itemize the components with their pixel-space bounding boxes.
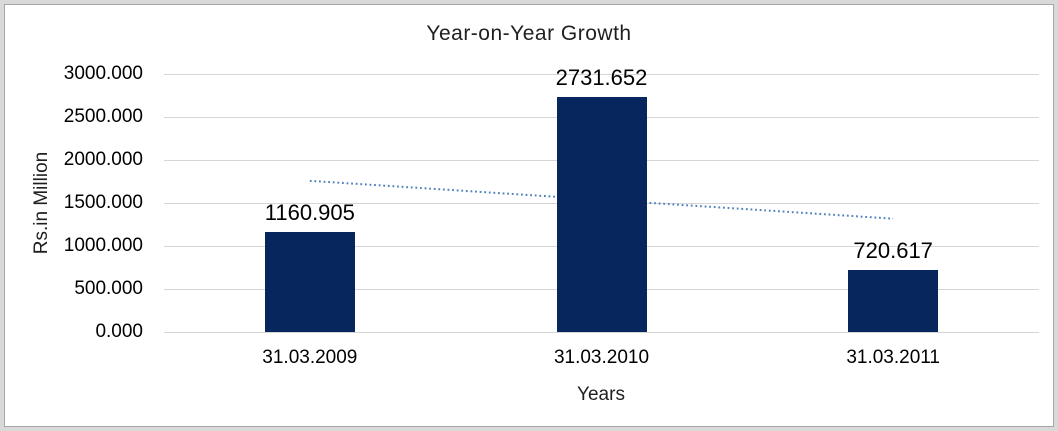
x-tick-label: 31.03.2010 <box>553 347 650 368</box>
x-axis-title: Years <box>577 384 625 405</box>
x-tick-label: 31.03.2011 <box>846 347 940 368</box>
gridline <box>164 74 1039 75</box>
plot-area: 1160.905 2731.652 720.617 <box>164 65 1039 333</box>
gridline <box>164 332 1039 333</box>
data-label: 1160.905 <box>264 200 355 226</box>
bar-31.03.2010 <box>556 97 647 332</box>
y-tick-label: 1500.000 <box>63 192 143 213</box>
bar-31.03.2009 <box>264 232 355 332</box>
chart-title: Year-on-Year Growth <box>426 22 632 45</box>
chart-panel: Year-on-Year Growth Rs.in Million 0.000 5… <box>4 4 1054 427</box>
y-tick-label: 2000.000 <box>63 149 143 170</box>
y-tick-label: 2500.000 <box>63 106 143 127</box>
y-tick-label: 3000.000 <box>63 63 143 84</box>
y-tick-label: 1000.000 <box>63 235 143 256</box>
data-label: 720.617 <box>853 238 933 264</box>
x-tick-label: 31.03.2009 <box>262 347 358 368</box>
trendline <box>309 179 894 220</box>
y-tick-label: 500.000 <box>74 278 143 299</box>
bar-31.03.2011 <box>848 270 939 332</box>
y-tick-label: 0.000 <box>95 321 143 342</box>
data-label: 2731.652 <box>555 65 648 91</box>
